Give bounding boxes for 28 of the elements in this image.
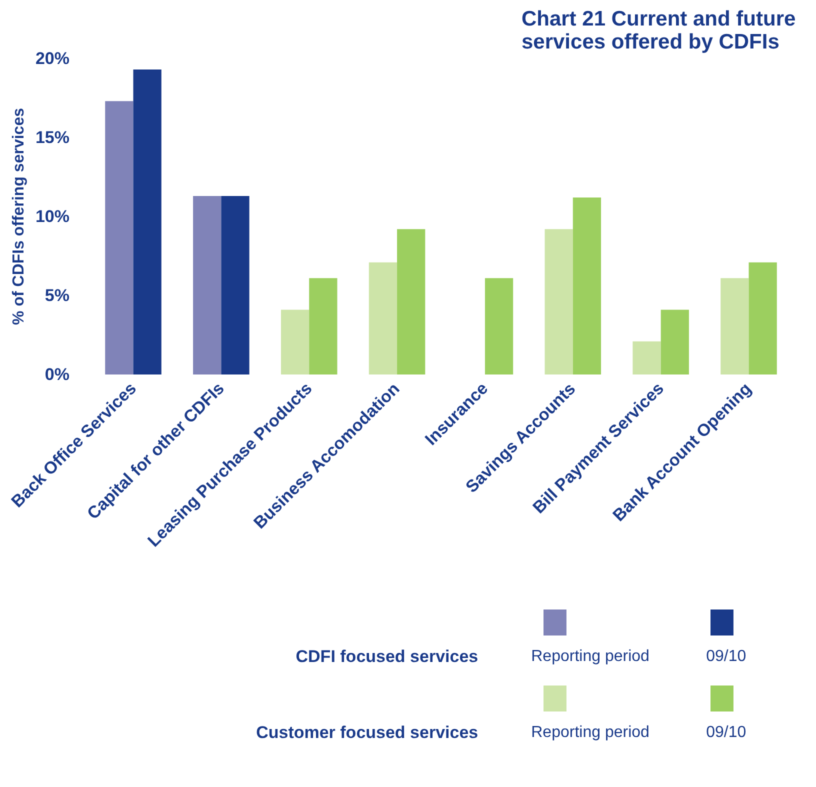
bar bbox=[748, 262, 777, 374]
y-axis-title: % of CDFIs offering services bbox=[10, 108, 28, 325]
y-tick-label: 10% bbox=[35, 207, 70, 226]
bar bbox=[105, 101, 134, 374]
bar bbox=[720, 278, 749, 374]
y-tick-label: 20% bbox=[35, 49, 70, 68]
text: 09/10 bbox=[706, 724, 746, 741]
bar bbox=[484, 278, 514, 374]
bar bbox=[280, 310, 310, 374]
bar bbox=[632, 341, 661, 374]
bar bbox=[660, 310, 689, 374]
bar bbox=[397, 229, 426, 374]
bar bbox=[309, 278, 338, 374]
chart-title: Chart 21 Current and future services offered by CDFIs bbox=[521, 8, 796, 54]
bar bbox=[221, 196, 250, 374]
text: CDFI focused services bbox=[296, 647, 478, 666]
text: Customer focused services bbox=[256, 723, 478, 742]
y-tick-label: 15% bbox=[35, 128, 70, 147]
y-tick-label: 0% bbox=[44, 365, 70, 384]
legend-label: 09/10 bbox=[706, 648, 746, 665]
bar bbox=[133, 70, 162, 374]
bar bbox=[544, 229, 573, 374]
bar bbox=[193, 196, 222, 374]
bar bbox=[368, 262, 398, 374]
bar bbox=[572, 198, 602, 374]
y-tick-label: 5% bbox=[44, 286, 70, 305]
legend-label: Reporting period bbox=[531, 648, 650, 665]
text: Reporting period bbox=[531, 724, 650, 741]
